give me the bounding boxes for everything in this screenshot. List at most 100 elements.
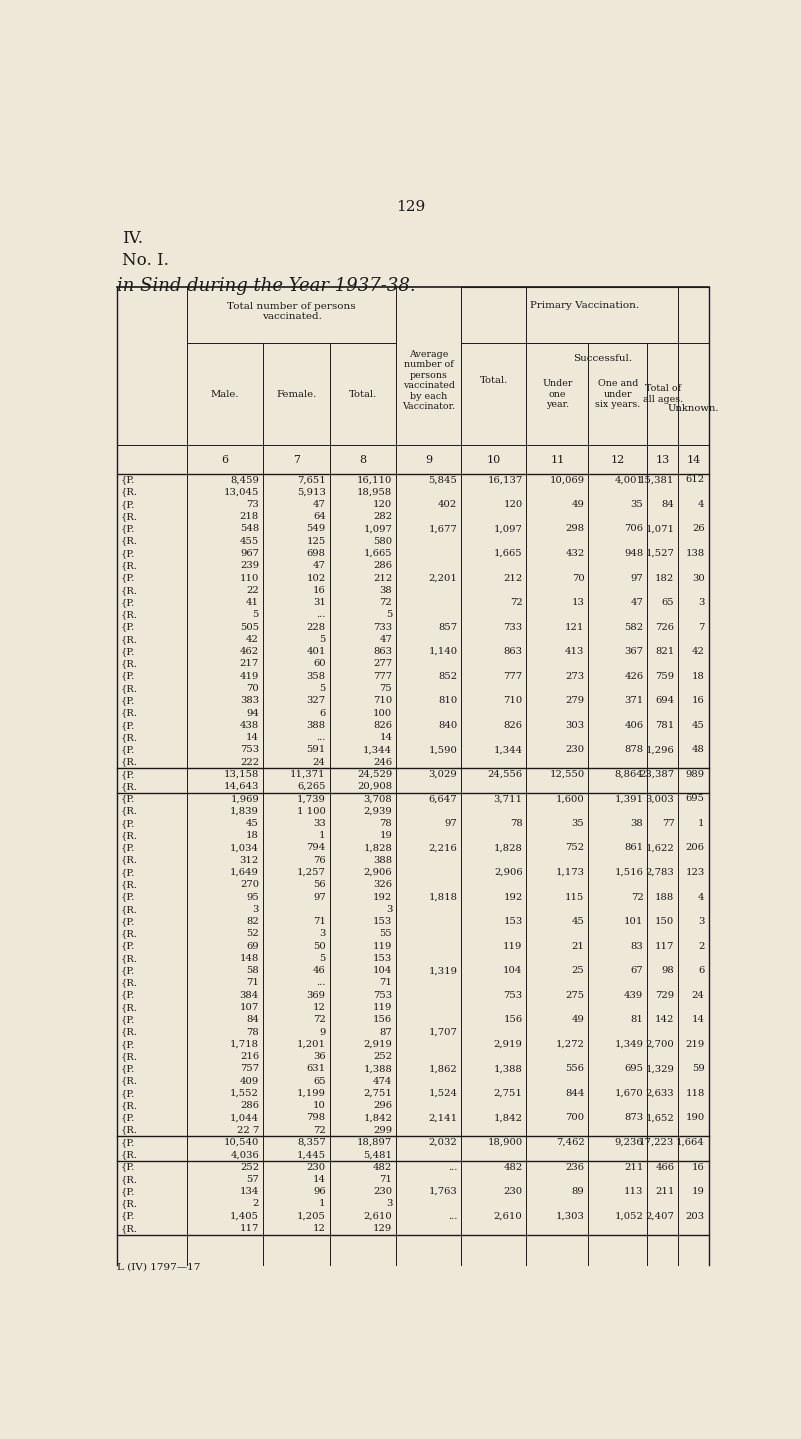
Text: 35: 35 bbox=[572, 819, 585, 827]
Text: 58: 58 bbox=[246, 966, 259, 976]
Text: 77: 77 bbox=[662, 819, 674, 827]
Text: 83: 83 bbox=[630, 941, 643, 951]
Text: {P.: {P. bbox=[120, 672, 135, 681]
Text: 20,908: 20,908 bbox=[357, 783, 392, 791]
Text: 129: 129 bbox=[396, 200, 425, 213]
Text: 17,223: 17,223 bbox=[639, 1138, 674, 1147]
Text: 8: 8 bbox=[360, 455, 366, 465]
Text: 2,919: 2,919 bbox=[364, 1040, 392, 1049]
Text: 24,529: 24,529 bbox=[357, 770, 392, 778]
Text: Average
number of
persons
vaccinated
by each
Vaccinator.: Average number of persons vaccinated by … bbox=[402, 350, 455, 412]
Text: 38: 38 bbox=[630, 819, 643, 827]
Text: {P.: {P. bbox=[120, 1114, 135, 1122]
Text: 753: 753 bbox=[503, 990, 522, 1000]
Text: 1,296: 1,296 bbox=[646, 745, 674, 754]
Text: Total.: Total. bbox=[348, 390, 377, 399]
Text: 694: 694 bbox=[655, 696, 674, 705]
Text: 95: 95 bbox=[246, 892, 259, 902]
Text: 1,097: 1,097 bbox=[493, 524, 522, 534]
Text: 282: 282 bbox=[373, 512, 392, 521]
Text: 698: 698 bbox=[307, 550, 326, 558]
Text: 13: 13 bbox=[572, 599, 585, 607]
Text: 777: 777 bbox=[373, 672, 392, 681]
Text: 3: 3 bbox=[698, 599, 705, 607]
Text: 98: 98 bbox=[662, 966, 674, 976]
Text: 48: 48 bbox=[692, 745, 705, 754]
Text: 71: 71 bbox=[380, 979, 392, 987]
Text: 72: 72 bbox=[509, 599, 522, 607]
Text: 303: 303 bbox=[566, 721, 585, 730]
Text: 18,900: 18,900 bbox=[487, 1138, 522, 1147]
Text: 16,137: 16,137 bbox=[487, 475, 522, 485]
Text: 118: 118 bbox=[685, 1089, 705, 1098]
Text: {R.: {R. bbox=[120, 659, 137, 669]
Text: 46: 46 bbox=[313, 966, 326, 976]
Text: 1,707: 1,707 bbox=[429, 1027, 457, 1036]
Text: 47: 47 bbox=[380, 635, 392, 643]
Text: {R.: {R. bbox=[120, 881, 137, 889]
Text: 45: 45 bbox=[692, 721, 705, 730]
Text: 84: 84 bbox=[662, 499, 674, 509]
Text: 87: 87 bbox=[380, 1027, 392, 1036]
Text: 298: 298 bbox=[566, 524, 585, 534]
Text: 148: 148 bbox=[239, 954, 259, 963]
Text: ...: ... bbox=[316, 732, 326, 743]
Text: 878: 878 bbox=[624, 745, 643, 754]
Text: 252: 252 bbox=[373, 1052, 392, 1061]
Text: 371: 371 bbox=[624, 696, 643, 705]
Text: 821: 821 bbox=[655, 648, 674, 656]
Text: 26: 26 bbox=[692, 524, 705, 534]
Text: 1,862: 1,862 bbox=[429, 1065, 457, 1073]
Text: 18: 18 bbox=[246, 832, 259, 840]
Text: 12: 12 bbox=[312, 1003, 326, 1012]
Text: Successful.: Successful. bbox=[573, 354, 632, 364]
Text: 1,199: 1,199 bbox=[296, 1089, 326, 1098]
Text: {P.: {P. bbox=[120, 1187, 135, 1196]
Text: 13,045: 13,045 bbox=[223, 488, 259, 496]
Text: {P.: {P. bbox=[120, 499, 135, 509]
Text: {R.: {R. bbox=[120, 1199, 137, 1209]
Text: {P.: {P. bbox=[120, 648, 135, 656]
Text: 1,071: 1,071 bbox=[646, 524, 674, 534]
Text: 3: 3 bbox=[698, 917, 705, 927]
Text: 94: 94 bbox=[246, 708, 259, 718]
Text: 8,357: 8,357 bbox=[297, 1138, 326, 1147]
Text: {R.: {R. bbox=[120, 1003, 137, 1012]
Text: 78: 78 bbox=[509, 819, 522, 827]
Text: Female.: Female. bbox=[276, 390, 316, 399]
Text: 1,349: 1,349 bbox=[614, 1040, 643, 1049]
Text: 52: 52 bbox=[246, 930, 259, 938]
Text: 1,839: 1,839 bbox=[230, 807, 259, 816]
Text: 129: 129 bbox=[373, 1225, 392, 1233]
Text: 14: 14 bbox=[246, 732, 259, 743]
Text: 4: 4 bbox=[698, 499, 705, 509]
Text: {P.: {P. bbox=[120, 966, 135, 976]
Text: 16: 16 bbox=[692, 696, 705, 705]
Text: 222: 222 bbox=[239, 757, 259, 767]
Text: 203: 203 bbox=[686, 1212, 705, 1220]
Text: {P.: {P. bbox=[120, 524, 135, 534]
Text: 65: 65 bbox=[313, 1076, 326, 1085]
Text: {P.: {P. bbox=[120, 745, 135, 754]
Text: {R.: {R. bbox=[120, 1150, 137, 1160]
Text: 47: 47 bbox=[630, 599, 643, 607]
Text: 153: 153 bbox=[373, 954, 392, 963]
Text: 82: 82 bbox=[246, 917, 259, 927]
Text: 270: 270 bbox=[239, 881, 259, 889]
Text: 2,700: 2,700 bbox=[646, 1040, 674, 1049]
Text: 326: 326 bbox=[373, 881, 392, 889]
Text: 71: 71 bbox=[380, 1174, 392, 1184]
Text: 844: 844 bbox=[566, 1089, 585, 1098]
Text: IV.: IV. bbox=[122, 230, 143, 248]
Text: {P.: {P. bbox=[120, 574, 135, 583]
Text: 3,708: 3,708 bbox=[364, 794, 392, 803]
Text: 4,036: 4,036 bbox=[230, 1150, 259, 1160]
Text: 72: 72 bbox=[313, 1125, 326, 1135]
Text: {R.: {R. bbox=[120, 1225, 137, 1233]
Text: 14: 14 bbox=[312, 1174, 326, 1184]
Text: No. I.: No. I. bbox=[122, 252, 169, 269]
Text: 11: 11 bbox=[550, 455, 565, 465]
Text: {R.: {R. bbox=[120, 807, 137, 816]
Text: 327: 327 bbox=[307, 696, 326, 705]
Text: 41: 41 bbox=[246, 599, 259, 607]
